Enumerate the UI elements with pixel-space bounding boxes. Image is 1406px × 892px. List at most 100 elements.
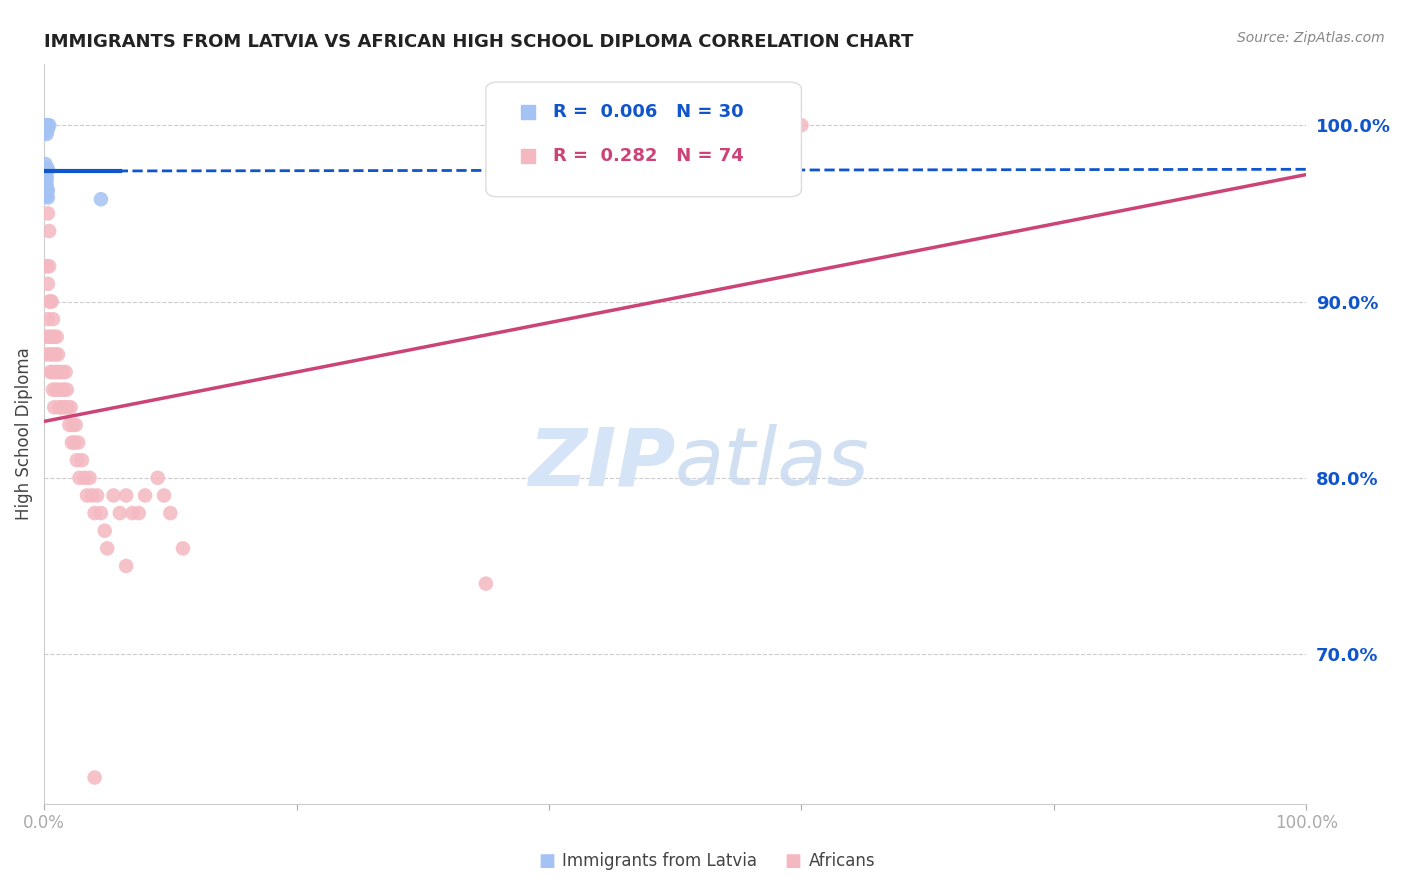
Point xyxy=(37,277,59,291)
Point xyxy=(80,488,103,502)
Point xyxy=(34,330,56,344)
Point xyxy=(121,506,143,520)
Point xyxy=(56,383,79,397)
Point xyxy=(35,118,58,132)
Point xyxy=(39,365,62,379)
Point xyxy=(56,401,79,415)
Point xyxy=(37,120,59,134)
Point xyxy=(35,182,58,196)
Point xyxy=(34,125,56,139)
Text: atlas: atlas xyxy=(675,425,870,502)
Point xyxy=(49,401,72,415)
Point xyxy=(153,488,176,502)
Point xyxy=(44,347,66,361)
Point xyxy=(35,173,58,187)
Text: ZIP: ZIP xyxy=(527,425,675,502)
Point xyxy=(146,471,169,485)
Point xyxy=(108,506,131,520)
Point xyxy=(37,118,59,132)
Point xyxy=(79,471,101,485)
Point xyxy=(39,294,62,309)
Point xyxy=(41,365,63,379)
Point xyxy=(66,453,89,467)
Point xyxy=(38,294,60,309)
Point xyxy=(34,186,56,201)
Point xyxy=(60,435,83,450)
Point xyxy=(48,401,70,415)
Point xyxy=(34,180,56,194)
Point xyxy=(41,330,63,344)
Point xyxy=(35,127,58,141)
Point xyxy=(42,312,65,326)
Point xyxy=(67,435,90,450)
Point xyxy=(37,190,59,204)
Point xyxy=(44,383,66,397)
Point xyxy=(63,435,86,450)
Point xyxy=(103,488,125,502)
Point xyxy=(48,365,70,379)
Point xyxy=(42,347,65,361)
Text: R =  0.006   N = 30: R = 0.006 N = 30 xyxy=(553,103,744,120)
Point xyxy=(37,162,59,177)
Point xyxy=(44,330,66,344)
Point xyxy=(52,401,75,415)
Point xyxy=(159,506,181,520)
Point xyxy=(44,365,66,379)
Point xyxy=(34,157,56,171)
Point xyxy=(55,401,77,415)
Point xyxy=(42,383,65,397)
Point xyxy=(46,383,69,397)
Point xyxy=(83,771,105,785)
Text: Source: ZipAtlas.com: Source: ZipAtlas.com xyxy=(1237,31,1385,45)
Point xyxy=(44,401,66,415)
Point xyxy=(58,417,80,432)
Point xyxy=(53,383,76,397)
Point xyxy=(35,188,58,202)
Y-axis label: High School Diploma: High School Diploma xyxy=(15,347,32,520)
Point xyxy=(34,171,56,186)
Point xyxy=(45,330,67,344)
Text: ■: ■ xyxy=(538,852,555,870)
Point xyxy=(45,365,67,379)
Point xyxy=(73,471,96,485)
Point xyxy=(115,488,138,502)
Point xyxy=(790,118,813,132)
Point xyxy=(55,365,77,379)
Point xyxy=(35,118,58,132)
Point xyxy=(34,166,56,180)
Point xyxy=(134,488,156,502)
Point xyxy=(115,558,138,573)
Point xyxy=(96,541,118,556)
Point xyxy=(35,185,58,199)
Point xyxy=(172,541,194,556)
Point xyxy=(90,192,112,206)
Point xyxy=(34,177,56,191)
FancyBboxPatch shape xyxy=(486,82,801,197)
Point xyxy=(35,178,58,193)
Point xyxy=(65,417,87,432)
Point xyxy=(38,330,60,344)
Point xyxy=(76,488,98,502)
Text: Immigrants from Latvia: Immigrants from Latvia xyxy=(562,852,758,870)
Point xyxy=(37,121,59,136)
Point xyxy=(39,330,62,344)
Point xyxy=(86,488,108,502)
Point xyxy=(34,168,56,182)
Point xyxy=(35,347,58,361)
Point xyxy=(51,383,73,397)
Text: Africans: Africans xyxy=(808,852,875,870)
Point xyxy=(93,524,115,538)
Point xyxy=(35,123,58,137)
Point xyxy=(35,164,58,178)
Point xyxy=(69,471,91,485)
Point xyxy=(52,365,75,379)
Point xyxy=(46,347,69,361)
Point xyxy=(35,169,58,184)
Point xyxy=(49,365,72,379)
Text: IMMIGRANTS FROM LATVIA VS AFRICAN HIGH SCHOOL DIPLOMA CORRELATION CHART: IMMIGRANTS FROM LATVIA VS AFRICAN HIGH S… xyxy=(44,33,914,51)
Point xyxy=(38,118,60,132)
Text: ■: ■ xyxy=(785,852,801,870)
Point xyxy=(475,576,498,591)
Point xyxy=(35,161,58,175)
Point xyxy=(39,347,62,361)
